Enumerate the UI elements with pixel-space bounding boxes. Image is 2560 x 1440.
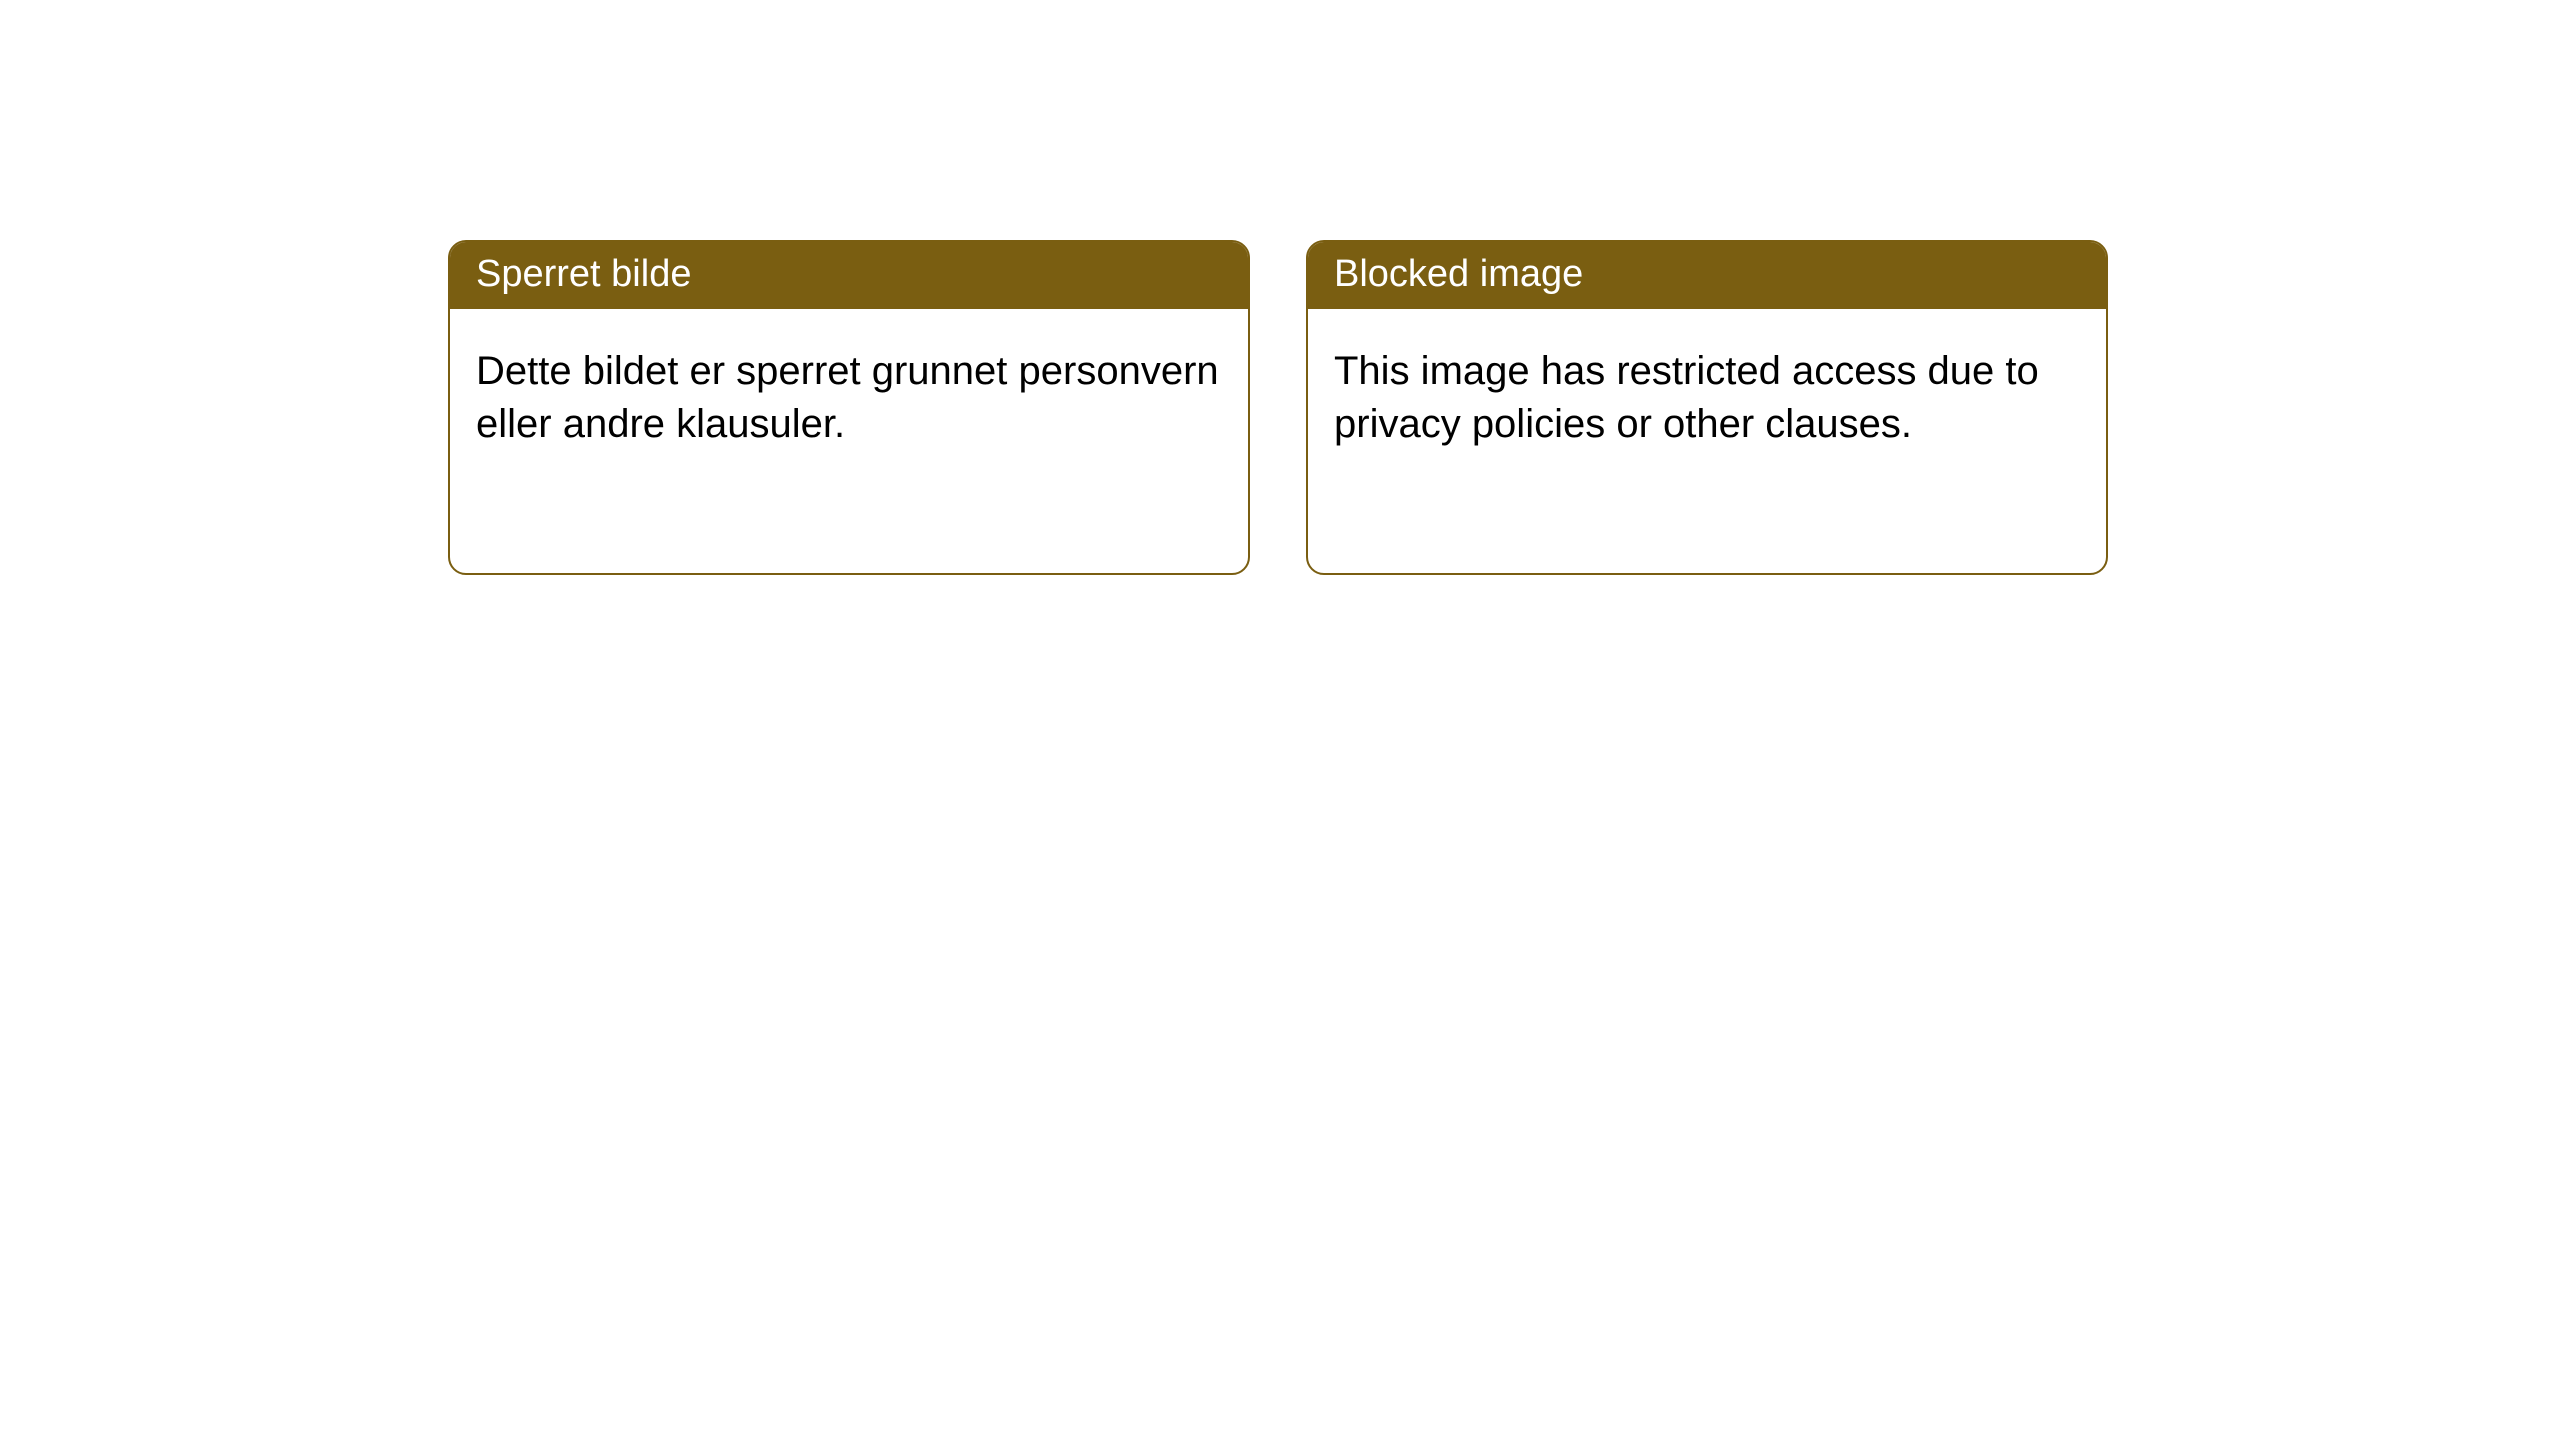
card-header-english: Blocked image xyxy=(1308,242,2106,309)
card-body-norwegian: Dette bildet er sperret grunnet personve… xyxy=(450,309,1248,573)
notice-cards-container: Sperret bilde Dette bildet er sperret gr… xyxy=(0,0,2560,575)
blocked-image-card-norwegian: Sperret bilde Dette bildet er sperret gr… xyxy=(448,240,1250,575)
card-header-norwegian: Sperret bilde xyxy=(450,242,1248,309)
card-body-english: This image has restricted access due to … xyxy=(1308,309,2106,573)
blocked-image-card-english: Blocked image This image has restricted … xyxy=(1306,240,2108,575)
